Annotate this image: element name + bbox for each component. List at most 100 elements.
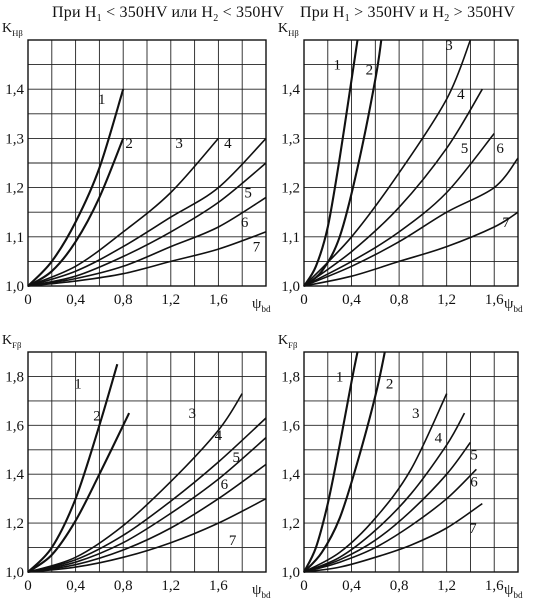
y-tick-label: 1,3 <box>5 131 24 147</box>
curve-label-2: 2 <box>386 377 394 393</box>
x-tick-label: 1,6 <box>485 292 504 308</box>
curve-6 <box>27 463 267 573</box>
plot-frame <box>27 351 267 573</box>
curve-2 <box>27 138 125 287</box>
header-left: При H1 < 350HV или H2 < 350HV <box>52 4 285 25</box>
chart-k-fbeta-hard: 1,0 1,2 1,4 1,6 1,8 0 0,4 0,8 1,2 1,6 KFβ ψbd 1 2 34 5 6… <box>278 333 523 601</box>
curve-label-5: 5 <box>461 141 469 157</box>
x-axis-label: ψbd <box>252 582 271 601</box>
curve-label-1: 1 <box>74 377 82 393</box>
curve-label-7: 7 <box>502 215 510 231</box>
y-tick-label: 1,1 <box>281 230 300 246</box>
x-tick-label: 1,2 <box>161 292 180 308</box>
x-tick-label: 1,6 <box>209 578 228 594</box>
y-tick-label: 1,4 <box>281 467 300 483</box>
x-tick-label: 1,6 <box>209 292 228 308</box>
curve-label-6: 6 <box>241 215 249 231</box>
curve-1 <box>27 363 119 573</box>
y-tick-label: 1,4 <box>5 82 24 98</box>
grid <box>28 40 266 286</box>
y-axis-label: KHβ <box>278 21 299 38</box>
curve-1 <box>303 351 359 573</box>
curve-label-3: 3 <box>188 406 196 422</box>
x-axis-label: ψbd <box>252 296 271 315</box>
x-tick-label: 0 <box>300 578 308 594</box>
curve-label-3: 3 <box>412 406 420 422</box>
y-tick-label: 1,1 <box>5 230 24 246</box>
curve-label-2: 2 <box>125 136 133 152</box>
curve-7 <box>303 211 519 287</box>
curve-label-7: 7 <box>469 521 477 537</box>
y-tick-label: 1,8 <box>281 369 300 385</box>
y-tick-label: 1,6 <box>5 418 24 434</box>
x-tick-label: 0 <box>24 578 32 594</box>
x-tick-label: 0,8 <box>390 578 409 594</box>
curve-3 <box>27 393 243 573</box>
curve-label-5: 5 <box>233 450 241 466</box>
curve-3 <box>27 137 220 287</box>
curve-4 <box>303 88 483 287</box>
curve-label-6: 6 <box>221 477 229 493</box>
curve-4 <box>27 137 267 287</box>
curve-5 <box>303 132 495 287</box>
y-tick-label: 1,3 <box>281 131 300 147</box>
curve-5 <box>27 162 267 287</box>
x-axis-label: ψbd <box>504 296 523 315</box>
curve-7 <box>27 497 267 573</box>
curve-5 <box>303 441 472 573</box>
curve-3 <box>303 393 448 573</box>
curve-6 <box>303 468 477 573</box>
curve-label-3: 3 <box>445 38 453 54</box>
curve-label-7: 7 <box>253 240 261 256</box>
x-tick-label: 1,6 <box>485 578 504 594</box>
chart-k-fbeta-soft: 1,0 1,2 1,4 1,6 1,8 0 0,4 0,8 1,2 1,6 KFβ ψbd 12 3 456… <box>2 333 271 601</box>
curve-1 <box>27 88 125 287</box>
grid <box>304 40 518 286</box>
curve-2 <box>27 412 131 573</box>
x-tick-label: 0 <box>24 292 32 308</box>
x-tick-label: 1,2 <box>437 578 456 594</box>
y-tick-label: 1,2 <box>281 181 300 197</box>
curve-label-2: 2 <box>366 62 374 78</box>
plot-frame <box>303 351 519 573</box>
y-axis-label: KHβ <box>2 21 23 38</box>
curve-label-6: 6 <box>496 141 504 157</box>
curve-label-7: 7 <box>229 533 237 549</box>
x-tick-label: 1,2 <box>161 578 180 594</box>
x-tick-label: 0 <box>300 292 308 308</box>
x-tick-label: 0,4 <box>66 292 85 308</box>
x-tick-label: 0,8 <box>114 578 133 594</box>
curve-7 <box>303 502 483 573</box>
curve-7 <box>27 231 267 287</box>
curve-1 <box>303 39 359 287</box>
curve-4 <box>303 412 466 573</box>
curve-6 <box>303 157 519 287</box>
x-tick-label: 0,4 <box>66 578 85 594</box>
curve-label-2: 2 <box>93 408 101 424</box>
y-tick-label: 1,0 <box>5 565 24 581</box>
x-tick-label: 1,2 <box>437 292 456 308</box>
y-axis-label: KFβ <box>278 333 298 350</box>
curve-4 <box>27 417 267 573</box>
curve-label-1: 1 <box>336 369 344 385</box>
y-axis-label: KFβ <box>2 333 22 350</box>
plot-frame <box>303 39 519 287</box>
curve-label-4: 4 <box>215 428 223 444</box>
chart-k-hbeta-hard: 1,0 1,1 1,2 1,3 1,4 0 0,4 0,8 1,2 1,6 KHβ ψbd 1 2 3 4 5 6… <box>278 21 523 315</box>
curve-label-5: 5 <box>470 448 478 464</box>
curve-label-4: 4 <box>224 136 232 152</box>
curve-2 <box>303 351 386 573</box>
curve-label-6: 6 <box>470 474 478 490</box>
curve-label-1: 1 <box>98 92 106 108</box>
curve-label-5: 5 <box>244 185 252 201</box>
y-tick-label: 1,6 <box>281 418 300 434</box>
y-tick-label: 1,4 <box>5 467 24 483</box>
x-tick-label: 0,8 <box>390 292 409 308</box>
header-right: При H1 > 350HV и H2 > 350HV <box>300 4 516 25</box>
x-tick-label: 0,4 <box>342 578 361 594</box>
y-tick-label: 1,0 <box>281 565 300 581</box>
y-tick-label: 1,0 <box>281 279 300 295</box>
y-tick-label: 1,2 <box>5 516 24 532</box>
y-tick-label: 1,2 <box>5 181 24 197</box>
